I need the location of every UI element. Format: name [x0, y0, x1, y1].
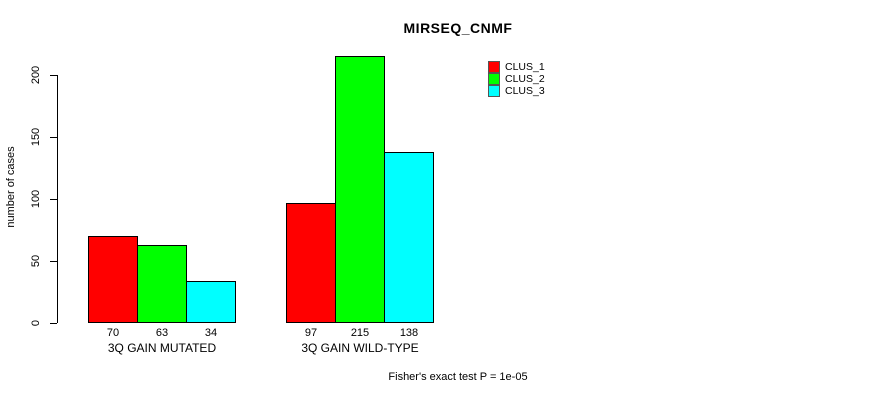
bar [88, 236, 138, 323]
y-axis-tick [50, 199, 57, 200]
legend-item: CLUS_3 [488, 85, 545, 97]
x-category-label: 3Q GAIN WILD-TYPE [301, 341, 419, 355]
bar-value-label: 70 [106, 327, 120, 339]
y-axis-tick [50, 137, 57, 138]
y-axis-tick [50, 75, 57, 76]
bar [384, 151, 434, 323]
chart-title: MIRSEQ_CNMF [403, 20, 513, 36]
y-axis-tick [50, 261, 57, 262]
legend-item: CLUS_1 [488, 61, 545, 73]
legend-swatch [488, 61, 500, 73]
legend-swatch [488, 85, 500, 97]
bar-value-label: 34 [204, 327, 218, 339]
legend-label: CLUS_2 [505, 73, 545, 85]
legend-label: CLUS_1 [505, 61, 545, 73]
y-tick-label: 0 [30, 319, 42, 327]
y-tick-label: 150 [30, 127, 42, 147]
bar [186, 280, 236, 323]
y-tick-label: 200 [30, 65, 42, 85]
legend-item: CLUS_2 [488, 73, 545, 85]
y-axis-tick [50, 323, 57, 324]
legend-label: CLUS_3 [505, 85, 545, 97]
bar-value-label: 97 [304, 327, 318, 339]
bar-value-label: 215 [350, 327, 370, 339]
y-axis-line [57, 75, 58, 323]
y-tick-label: 100 [30, 189, 42, 209]
x-category-label: 3Q GAIN MUTATED [107, 341, 217, 355]
y-tick-label: 50 [30, 254, 42, 268]
legend: CLUS_1 CLUS_2 CLUS_3 [488, 61, 545, 97]
annotation-text: Fisher's exact test P = 1e-05 [388, 371, 528, 383]
bar [335, 56, 385, 323]
bar-value-label: 138 [399, 327, 419, 339]
y-axis-title: number of cases [5, 146, 17, 228]
legend-swatch [488, 73, 500, 85]
bar [286, 202, 336, 323]
bar [137, 244, 187, 323]
bar-value-label: 63 [155, 327, 169, 339]
